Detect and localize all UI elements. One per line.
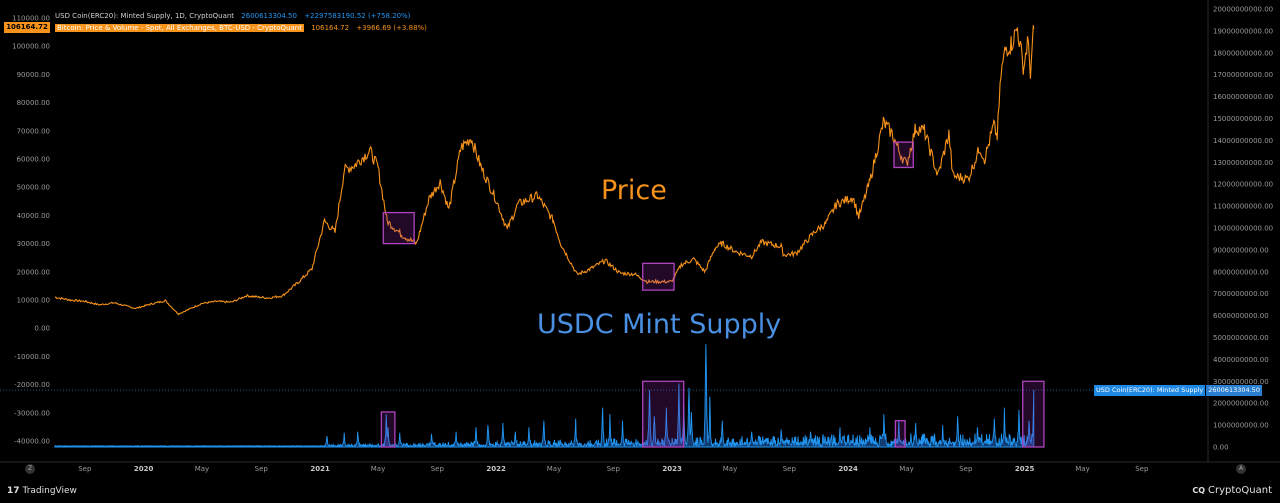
x-tick-label: 2023 (662, 465, 682, 473)
x-tick-label: Sep (959, 465, 973, 473)
x-tick-label: May (547, 465, 561, 473)
timezone-button[interactable]: Z (25, 464, 35, 474)
right-supply-axis: 0.00 1000000000.00 2000000000.00 3000000000… (1207, 0, 1273, 462)
tradingview-icon: 17 (7, 486, 20, 496)
x-tick-label: Sep (255, 465, 269, 473)
left-tick-label: 100000.00 (12, 43, 50, 51)
btc-legend-name: Bitcoin: Price & Volume - Spot, All Exch… (55, 24, 304, 32)
left-tick-label: 40000.00 (17, 212, 50, 220)
left-tick-label: 20000.00 (17, 268, 50, 276)
usdc-legend-value: 2600613304.50 (241, 12, 297, 20)
left-tick-label: -20000.00 (14, 381, 50, 389)
right-tick-label: 14000000000.00 (1213, 137, 1273, 145)
tradingview-logo: 17 TradingView (7, 486, 77, 496)
left-tick-label: 0.00 (34, 325, 50, 333)
x-tick-label: 2021 (310, 465, 330, 473)
left-tick-label: -10000.00 (14, 353, 50, 361)
left-tick-label: 30000.00 (17, 240, 50, 248)
usdc-tag-value: 2600613304.50 (1206, 385, 1262, 396)
highlight-boxes (380, 141, 1045, 448)
right-tick-label: 20000000000.00 (1213, 6, 1273, 14)
usdc-legend-change: +2297583190.52 (+758.20%) (304, 12, 411, 20)
tradingview-text: TradingView (22, 486, 77, 496)
usdc-annotation: USDC Mint Supply (537, 309, 782, 340)
usdc-series (0, 344, 1208, 448)
btc-legend-change: +3966.69 (+3.88%) (356, 24, 427, 32)
x-tick-label: May (195, 465, 209, 473)
usdc-value-tag: USD Coin(ERC20): Minted Supply 2600613304… (1094, 385, 1262, 396)
btc-price-tag: 106164.72 (4, 22, 50, 33)
left-price-axis: -40000.00 -30000.00 -20000.00 -10000.00 0.00… (12, 15, 50, 446)
x-tick-label: May (899, 465, 913, 473)
time-axis: Sep 2020 May Sep 2021 May Sep 2022 May Sep 2023 May… (0, 461, 1280, 473)
usdc-legend-name: USD Coin(ERC20): Minted Supply, 1D, Cryp… (55, 12, 235, 20)
x-tick-label: 2020 (134, 465, 154, 473)
btc-series (54, 25, 1035, 316)
left-tick-label: 70000.00 (17, 127, 50, 135)
right-tick-label: 17000000000.00 (1213, 71, 1273, 79)
left-tick-label: -40000.00 (14, 438, 50, 446)
right-tick-label: 19000000000.00 (1213, 27, 1273, 35)
right-tick-label: 8000000000.00 (1213, 268, 1269, 276)
auto-scale-button[interactable]: A (1236, 464, 1246, 474)
highlight-box (1022, 380, 1045, 448)
btc-legend-value: 106164.72 (311, 24, 350, 32)
right-tick-label: 18000000000.00 (1213, 49, 1273, 57)
right-tick-label: 4000000000.00 (1213, 356, 1269, 364)
cryptoquant-text: CryptoQuant (1208, 485, 1272, 496)
x-tick-label: May (371, 465, 385, 473)
x-tick-label: 2022 (486, 465, 506, 473)
right-tick-label: 7000000000.00 (1213, 290, 1269, 298)
x-tick-label: May (723, 465, 737, 473)
highlight-box (893, 141, 914, 169)
x-tick-label: Sep (1135, 465, 1149, 473)
highlight-box (642, 380, 685, 448)
x-tick-label: Sep (607, 465, 621, 473)
cryptoquant-icon: CQ (1192, 486, 1205, 495)
left-tick-label: 90000.00 (17, 71, 50, 79)
highlight-box (382, 211, 415, 245)
price-annotation: Price (601, 175, 667, 206)
highlight-box (894, 420, 906, 448)
usdc-tag-label: USD Coin(ERC20): Minted Supply (1094, 385, 1206, 396)
x-tick-label: Sep (431, 465, 445, 473)
btc-price-line (54, 25, 1035, 316)
highlight-box (380, 411, 396, 448)
right-tick-label: 16000000000.00 (1213, 93, 1273, 101)
left-tick-label: 80000.00 (17, 99, 50, 107)
right-tick-label: 1000000000.00 (1213, 422, 1269, 430)
right-tick-label: 3000000000.00 (1213, 378, 1269, 386)
left-tick-label: 50000.00 (17, 184, 50, 192)
usdc-legend[interactable]: USD Coin(ERC20): Minted Supply, 1D, Cryp… (55, 11, 415, 21)
btc-legend[interactable]: Bitcoin: Price & Volume - Spot, All Exch… (55, 23, 432, 33)
x-tick-label: Sep (78, 465, 92, 473)
left-tick-label: 110000.00 (12, 15, 50, 23)
right-tick-label: 5000000000.00 (1213, 334, 1269, 342)
right-tick-label: 13000000000.00 (1213, 159, 1273, 167)
right-tick-label: 9000000000.00 (1213, 246, 1269, 254)
right-tick-label: 12000000000.00 (1213, 181, 1273, 189)
cryptoquant-logo: CQ CryptoQuant (1192, 485, 1272, 496)
usdc-supply-area (54, 344, 1035, 448)
x-tick-label: 2024 (838, 465, 858, 473)
right-tick-label: 11000000000.00 (1213, 203, 1273, 211)
right-tick-label: 6000000000.00 (1213, 312, 1269, 320)
left-tick-label: 60000.00 (17, 156, 50, 164)
highlight-box (642, 262, 675, 291)
left-tick-label: 10000.00 (17, 297, 50, 305)
left-tick-label: -30000.00 (14, 409, 50, 417)
right-tick-label: 15000000000.00 (1213, 115, 1273, 123)
x-tick-label: May (1075, 465, 1089, 473)
right-tick-label: 0.00 (1213, 444, 1229, 452)
x-tick-label: Sep (783, 465, 797, 473)
x-tick-label: 2025 (1015, 465, 1035, 473)
right-tick-label: 10000000000.00 (1213, 225, 1273, 233)
right-tick-label: 2000000000.00 (1213, 400, 1269, 408)
